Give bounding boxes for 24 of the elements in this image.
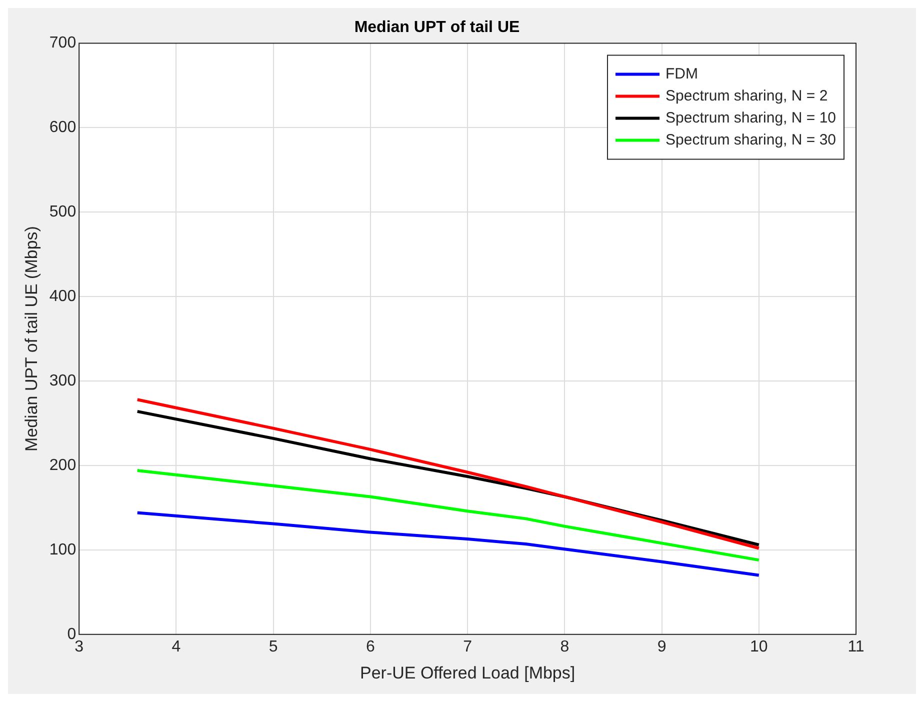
y-axis-title: Median UPT of tail UE (Mbps) [22,226,41,452]
chart-title: Median UPT of tail UE [354,19,520,36]
y-tick-label: 700 [49,34,76,52]
x-tick-label: 6 [366,638,375,656]
legend-label: Spectrum sharing, N = 10 [666,109,836,126]
y-tick-label: 0 [67,626,76,643]
y-tick-label: 600 [49,119,76,136]
x-tick-label: 3 [74,638,84,656]
x-tick-label: 4 [172,638,181,656]
x-tick-label: 8 [560,638,570,656]
x-tick-label: 9 [657,638,666,656]
y-tick-label: 500 [49,204,76,221]
x-tick-label: 11 [848,638,864,656]
legend-label: Spectrum sharing, N = 2 [666,87,828,104]
x-tick-label: 7 [463,638,472,656]
legend-label: Spectrum sharing, N = 30 [666,131,836,148]
y-tick-label: 100 [49,541,76,558]
x-tick-label: 5 [268,638,278,656]
x-axis-title: Per-UE Offered Load [Mbps] [360,663,576,682]
legend-label: FDM [666,65,698,82]
y-tick-label: 200 [49,456,76,474]
y-tick-label: 400 [49,288,76,305]
y-tick-label: 300 [49,372,76,390]
x-tick-label: 10 [750,638,768,656]
